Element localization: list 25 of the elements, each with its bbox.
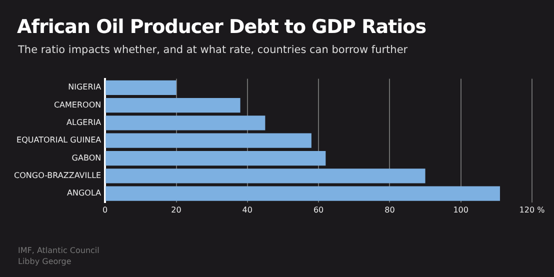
y-tick-label: GABON xyxy=(72,153,102,162)
x-tick-label: 80 xyxy=(384,205,395,214)
x-tick-label: 100 xyxy=(453,205,468,214)
x-tick-label: 120 % xyxy=(519,205,546,214)
bar xyxy=(106,133,312,148)
bar xyxy=(106,98,240,113)
bar xyxy=(106,150,326,166)
chart-title: African Oil Producer Debt to GDP Ratios xyxy=(17,16,426,38)
y-tick-label: CAMEROON xyxy=(54,100,102,110)
x-tick-label: 20 xyxy=(171,205,182,214)
bar xyxy=(106,116,266,130)
x-tick-label: 0 xyxy=(102,205,108,214)
x-tick-label: 40 xyxy=(242,205,252,214)
text: IMF, Atlantic Council xyxy=(18,245,100,256)
y-tick-label: ALGERIA xyxy=(66,118,102,128)
y-tick-label: ANGOLA xyxy=(67,188,102,198)
x-tick-label: 60 xyxy=(313,205,324,214)
y-tick-label: NIGERIA xyxy=(68,82,102,92)
text: Libby George xyxy=(18,256,72,267)
bar xyxy=(106,80,176,95)
chart-subtitle: The ratio impacts whether, and at what rate, countries can borrow further xyxy=(18,44,408,56)
bar xyxy=(106,168,426,184)
bar xyxy=(106,186,500,201)
y-tick-label: CONGO-BRAZZAVILLE xyxy=(14,170,102,180)
y-tick-label: EQUATORIAL GUINEA xyxy=(16,136,102,145)
